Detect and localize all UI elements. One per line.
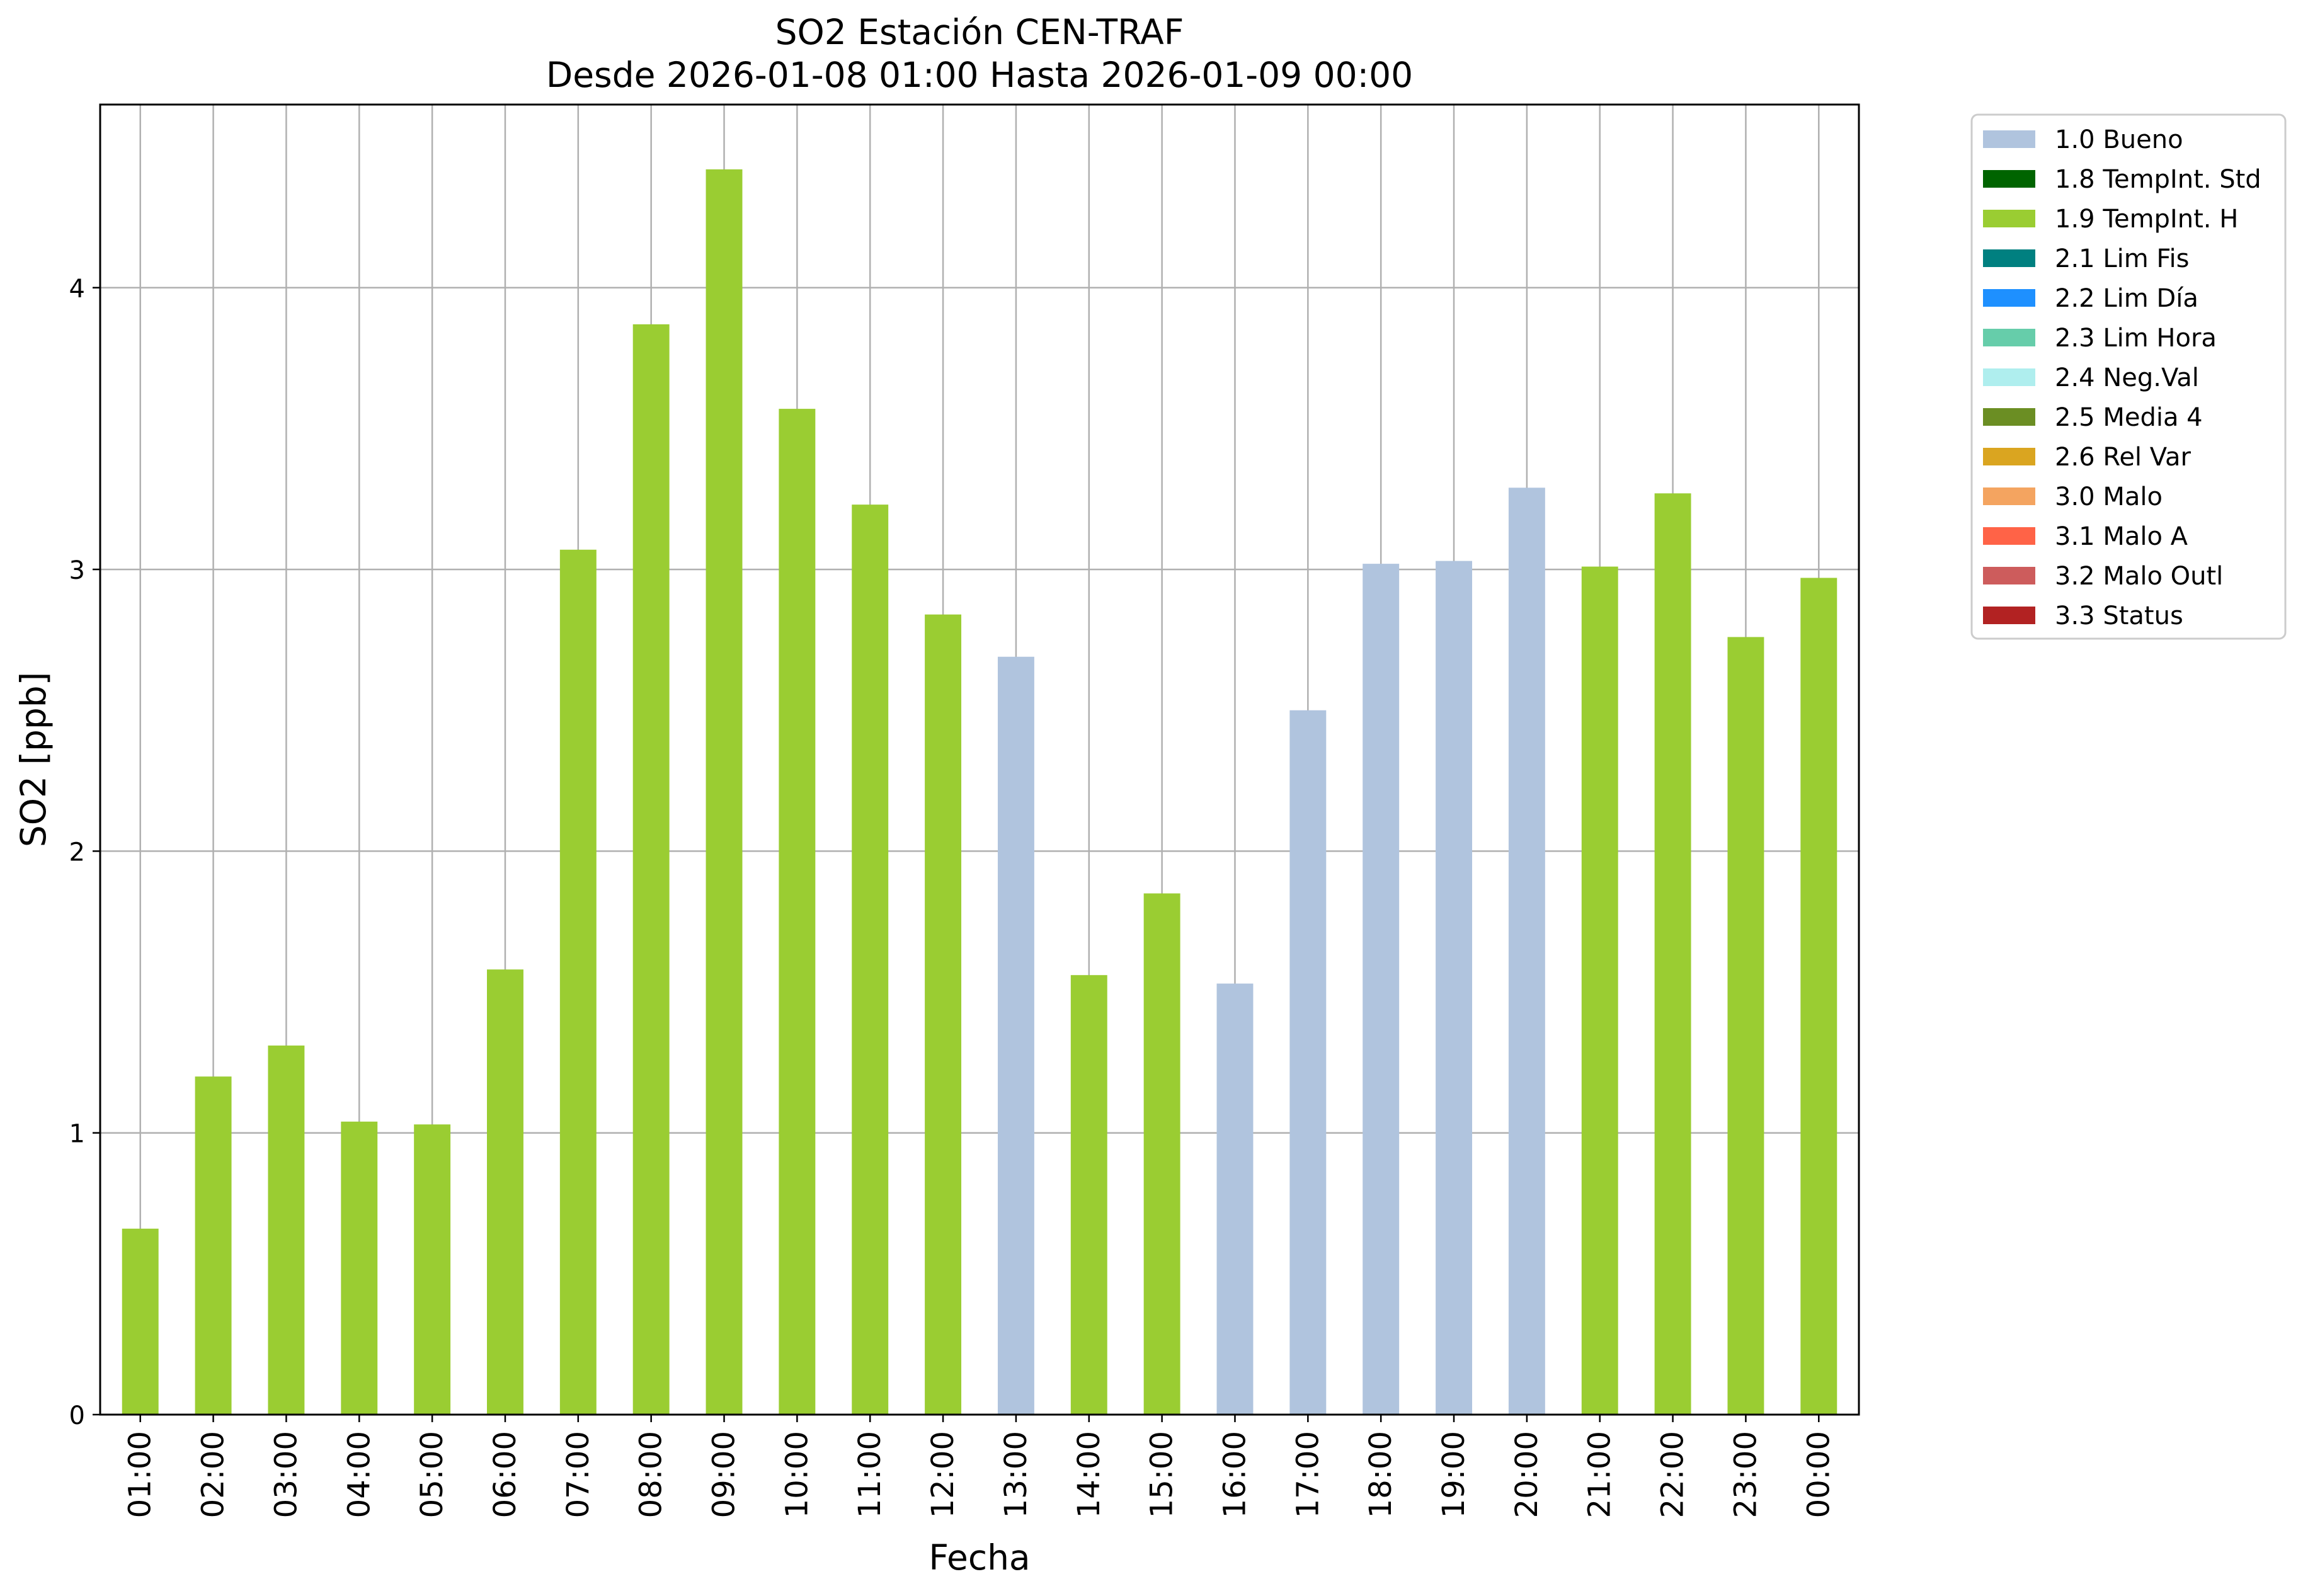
x-tick-label: 23:00 (1728, 1431, 1763, 1518)
legend: 1.0 Bueno 1.8 TempInt. Std 1.9 TempInt. H 2… (1970, 113, 2287, 640)
legend-swatch (1983, 329, 2035, 346)
y-tick-label: 0 (69, 1401, 85, 1430)
x-tick-label: 10:00 (779, 1431, 814, 1518)
x-tick-label: 11:00 (852, 1431, 888, 1518)
bar (925, 614, 962, 1415)
legend-swatch (1983, 289, 2035, 307)
x-tick-label: 19:00 (1436, 1431, 1472, 1518)
bar (1070, 975, 1107, 1415)
legend-label: 2.2 Lim Día (2055, 284, 2198, 313)
legend-swatch (1983, 527, 2035, 545)
bar (487, 969, 523, 1415)
legend-label: 1.0 Bueno (2055, 125, 2183, 154)
x-tick-label: 21:00 (1582, 1431, 1618, 1518)
y-axis-ticks: 0 1 2 3 4 (69, 275, 100, 1430)
bar (632, 324, 670, 1415)
legend-swatch (1983, 408, 2035, 426)
x-tick-label: 22:00 (1655, 1431, 1691, 1518)
x-tick-label: 02:00 (196, 1431, 231, 1518)
legend-label: 1.8 TempInt. Std (2055, 165, 2261, 194)
x-tick-label: 00:00 (1801, 1431, 1836, 1518)
x-tick-label: 20:00 (1509, 1431, 1545, 1518)
y-tick-label: 1 (69, 1120, 85, 1149)
legend-label: 2.4 Neg.Val (2055, 363, 2199, 392)
x-tick-label: 06:00 (488, 1431, 523, 1518)
bar (341, 1121, 378, 1415)
bar (1800, 578, 1837, 1415)
x-tick-label: 05:00 (414, 1431, 450, 1518)
bar (852, 504, 889, 1415)
x-tick-label: 15:00 (1145, 1431, 1180, 1518)
bar (1363, 564, 1400, 1415)
y-tick-label: 2 (69, 838, 85, 867)
legend-label: 2.5 Media 4 (2055, 403, 2203, 432)
x-tick-label: 08:00 (634, 1431, 669, 1518)
bar (1581, 566, 1618, 1415)
chart-subtitle: Desde 2026-01-08 01:00 Hasta 2026-01-09 … (546, 55, 1413, 95)
x-tick-label: 03:00 (268, 1431, 304, 1518)
x-tick-label: 09:00 (707, 1431, 742, 1518)
legend-label: 3.2 Malo Outl (2055, 562, 2223, 591)
legend-label: 3.0 Malo (2055, 482, 2163, 511)
bar (1289, 710, 1327, 1415)
legend-label: 2.1 Lim Fis (2055, 244, 2189, 273)
x-tick-label: 04:00 (341, 1431, 377, 1518)
legend-label: 2.3 Lim Hora (2055, 324, 2217, 353)
legend-swatch (1983, 368, 2035, 386)
y-tick-label: 4 (69, 275, 85, 304)
x-axis-label: Fecha (929, 1537, 1030, 1578)
x-tick-label: 16:00 (1217, 1431, 1252, 1518)
legend-label: 1.9 TempInt. H (2055, 205, 2238, 234)
x-tick-label: 01:00 (123, 1431, 158, 1518)
legend-swatch (1983, 487, 2035, 505)
legend-swatch (1983, 567, 2035, 584)
x-tick-label: 18:00 (1363, 1431, 1398, 1518)
bar (559, 549, 597, 1415)
bar (1143, 893, 1180, 1415)
legend-swatch (1983, 448, 2035, 465)
x-tick-label: 13:00 (998, 1431, 1034, 1518)
bar (268, 1046, 305, 1415)
bar (1508, 487, 1545, 1415)
x-tick-label: 17:00 (1290, 1431, 1325, 1518)
legend-label: 2.6 Rel Var (2055, 443, 2192, 472)
legend-swatch (1983, 210, 2035, 227)
bar (195, 1076, 232, 1415)
x-tick-label: 14:00 (1071, 1431, 1107, 1518)
legend-label: 3.1 Malo A (2055, 522, 2188, 551)
chart-title: SO2 Estación CEN-TRAF (775, 12, 1184, 52)
bars-group (122, 169, 1837, 1415)
legend-swatch (1983, 607, 2035, 624)
bar (122, 1228, 159, 1415)
bar (1436, 561, 1472, 1415)
x-tick-label: 12:00 (925, 1431, 961, 1518)
legend-swatch (1983, 249, 2035, 267)
bar (1216, 983, 1254, 1415)
bar (706, 169, 743, 1415)
bar (414, 1124, 451, 1415)
x-axis-ticks: 01:00 02:00 03:00 04:00 05:00 06:00 07:00 08:00… (123, 1415, 1836, 1518)
legend-frame (1970, 113, 2287, 640)
x-tick-label: 07:00 (561, 1431, 596, 1518)
bar (1727, 637, 1764, 1415)
plot-area-frame (99, 103, 1860, 1416)
y-axis-label: SO2 [ppb] (13, 672, 54, 847)
bar (779, 409, 816, 1415)
y-tick-label: 3 (69, 556, 85, 585)
bar (997, 656, 1034, 1415)
legend-swatch (1983, 170, 2035, 188)
legend-label: 3.3 Status (2055, 601, 2183, 630)
bar (1654, 493, 1691, 1415)
legend-swatch (1983, 130, 2035, 148)
